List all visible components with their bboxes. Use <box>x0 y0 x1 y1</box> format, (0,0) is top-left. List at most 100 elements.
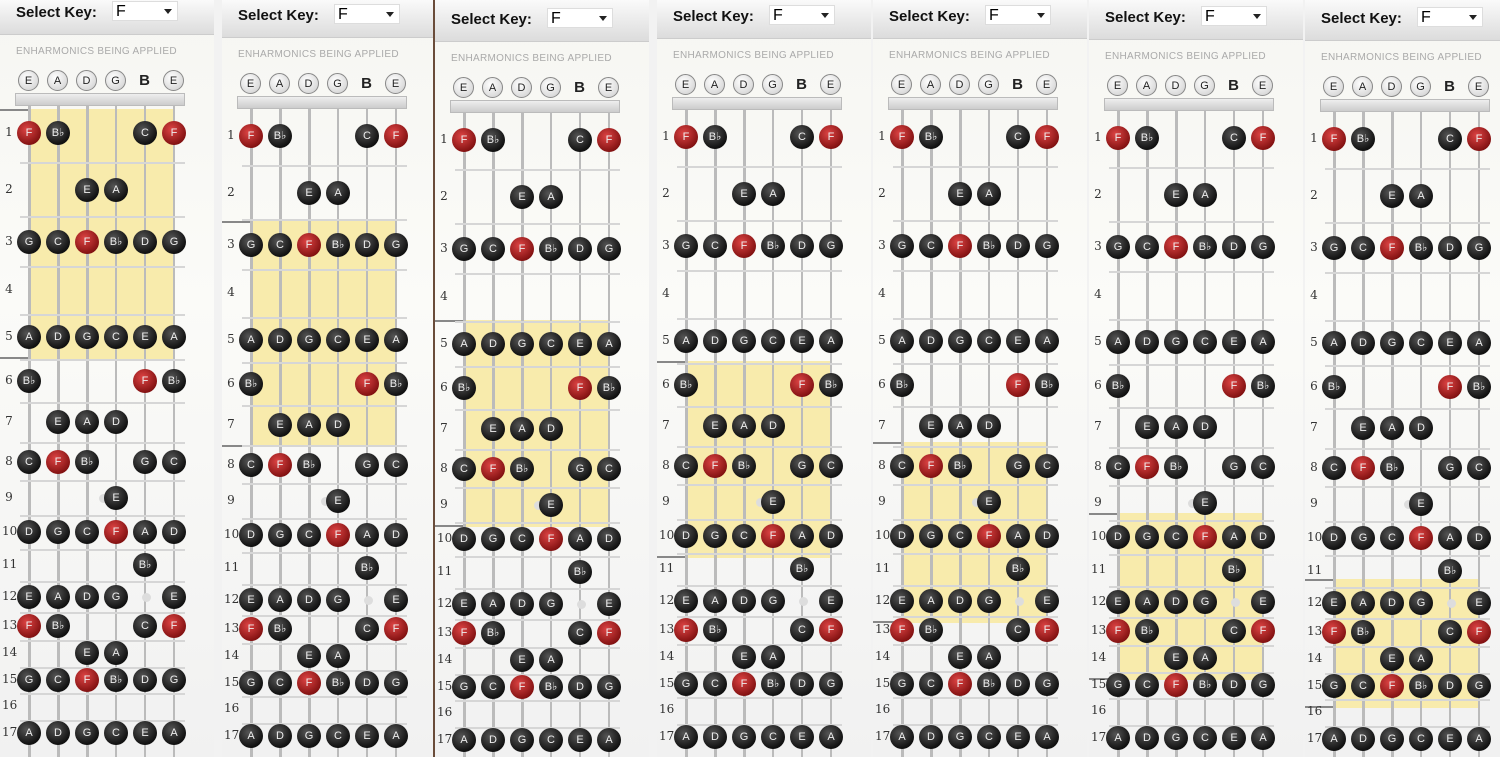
note-marker[interactable]: E <box>568 728 592 752</box>
note-marker[interactable]: F <box>75 230 99 254</box>
note-marker[interactable]: C <box>1467 456 1491 480</box>
note-marker[interactable]: B♭ <box>481 128 505 152</box>
note-marker[interactable]: C <box>1164 525 1188 549</box>
note-marker[interactable]: D <box>568 237 592 261</box>
note-marker[interactable]: D <box>1135 330 1159 354</box>
note-marker[interactable]: A <box>326 644 350 668</box>
key-select-dropdown[interactable]: F <box>334 4 400 24</box>
note-marker[interactable]: F <box>1164 235 1188 259</box>
note-marker[interactable]: G <box>355 453 379 477</box>
note-marker[interactable]: F <box>1164 673 1188 697</box>
note-marker[interactable]: E <box>1222 330 1246 354</box>
note-marker[interactable]: E <box>1193 491 1217 515</box>
note-marker[interactable]: F <box>1035 125 1059 149</box>
note-marker[interactable]: A <box>1222 525 1246 549</box>
note-marker[interactable]: E <box>539 493 563 517</box>
note-marker[interactable]: A <box>239 724 263 748</box>
note-marker[interactable]: B♭ <box>1409 674 1433 698</box>
open-string-1[interactable]: E <box>891 74 912 95</box>
note-marker[interactable]: B♭ <box>568 560 592 584</box>
note-marker[interactable]: G <box>597 237 621 261</box>
note-marker[interactable]: E <box>732 182 756 206</box>
note-marker[interactable]: D <box>1006 234 1030 258</box>
note-marker[interactable]: C <box>977 329 1001 353</box>
note-marker[interactable]: F <box>890 618 914 642</box>
note-marker[interactable]: A <box>1251 726 1275 750</box>
note-marker[interactable]: C <box>326 724 350 748</box>
open-string-1[interactable]: E <box>1107 75 1128 96</box>
note-marker[interactable]: G <box>948 329 972 353</box>
open-string-6[interactable]: E <box>1468 76 1489 97</box>
note-marker[interactable]: B♭ <box>790 557 814 581</box>
note-marker[interactable]: C <box>481 237 505 261</box>
note-marker[interactable]: C <box>568 621 592 645</box>
note-marker[interactable]: E <box>1035 589 1059 613</box>
note-marker[interactable]: F <box>732 234 756 258</box>
note-marker[interactable]: A <box>75 410 99 434</box>
note-marker[interactable]: B♭ <box>977 672 1001 696</box>
note-marker[interactable]: B♭ <box>919 618 943 642</box>
note-marker[interactable]: E <box>297 181 321 205</box>
note-marker[interactable]: G <box>1193 590 1217 614</box>
note-marker[interactable]: C <box>1409 331 1433 355</box>
note-marker[interactable]: C <box>761 329 785 353</box>
note-marker[interactable]: C <box>1135 235 1159 259</box>
note-marker[interactable]: F <box>1193 525 1217 549</box>
note-marker[interactable]: C <box>819 454 843 478</box>
note-marker[interactable]: A <box>510 417 534 441</box>
note-marker[interactable]: C <box>977 725 1001 749</box>
note-marker[interactable]: C <box>732 524 756 548</box>
note-marker[interactable]: B♭ <box>597 376 621 400</box>
note-marker[interactable]: C <box>1438 127 1462 151</box>
open-string-6[interactable]: E <box>820 74 841 95</box>
note-marker[interactable]: E <box>790 329 814 353</box>
note-marker[interactable]: C <box>1222 126 1246 150</box>
note-marker[interactable]: A <box>481 592 505 616</box>
note-marker[interactable]: E <box>1251 590 1275 614</box>
note-marker[interactable]: A <box>452 728 476 752</box>
note-marker[interactable]: E <box>162 585 186 609</box>
note-marker[interactable]: B♭ <box>268 124 292 148</box>
note-marker[interactable]: D <box>268 328 292 352</box>
note-marker[interactable]: E <box>1322 591 1346 615</box>
open-string-5[interactable]: B <box>1228 77 1239 94</box>
note-marker[interactable]: B♭ <box>1351 620 1375 644</box>
note-marker[interactable]: D <box>46 721 70 745</box>
note-marker[interactable]: B♭ <box>239 372 263 396</box>
note-marker[interactable]: D <box>268 724 292 748</box>
note-marker[interactable]: F <box>539 527 563 551</box>
note-marker[interactable]: A <box>326 181 350 205</box>
note-marker[interactable]: B♭ <box>1351 127 1375 151</box>
note-marker[interactable]: B♭ <box>481 621 505 645</box>
note-marker[interactable]: E <box>481 417 505 441</box>
note-marker[interactable]: F <box>326 523 350 547</box>
note-marker[interactable]: C <box>1222 619 1246 643</box>
note-marker[interactable]: B♭ <box>104 230 128 254</box>
note-marker[interactable]: E <box>890 589 914 613</box>
note-marker[interactable]: A <box>761 645 785 669</box>
note-marker[interactable]: G <box>703 524 727 548</box>
note-marker[interactable]: D <box>355 671 379 695</box>
note-marker[interactable]: A <box>1467 727 1491 751</box>
note-marker[interactable]: F <box>761 524 785 548</box>
note-marker[interactable]: A <box>790 524 814 548</box>
note-marker[interactable]: G <box>1135 525 1159 549</box>
note-marker[interactable]: G <box>1035 234 1059 258</box>
note-marker[interactable]: A <box>539 648 563 672</box>
note-marker[interactable]: G <box>1164 726 1188 750</box>
note-marker[interactable]: C <box>790 618 814 642</box>
note-marker[interactable]: A <box>17 721 41 745</box>
open-string-4[interactable]: G <box>1410 76 1431 97</box>
note-marker[interactable]: D <box>355 233 379 257</box>
note-marker[interactable]: D <box>1222 673 1246 697</box>
note-marker[interactable]: A <box>239 328 263 352</box>
note-marker[interactable]: C <box>133 614 157 638</box>
open-string-6[interactable]: E <box>598 77 619 98</box>
note-marker[interactable]: E <box>1106 590 1130 614</box>
note-marker[interactable]: F <box>268 453 292 477</box>
note-marker[interactable]: B♭ <box>46 121 70 145</box>
note-marker[interactable]: F <box>703 454 727 478</box>
note-marker[interactable]: E <box>510 648 534 672</box>
open-string-1[interactable]: E <box>240 73 261 94</box>
note-marker[interactable]: D <box>1251 525 1275 549</box>
